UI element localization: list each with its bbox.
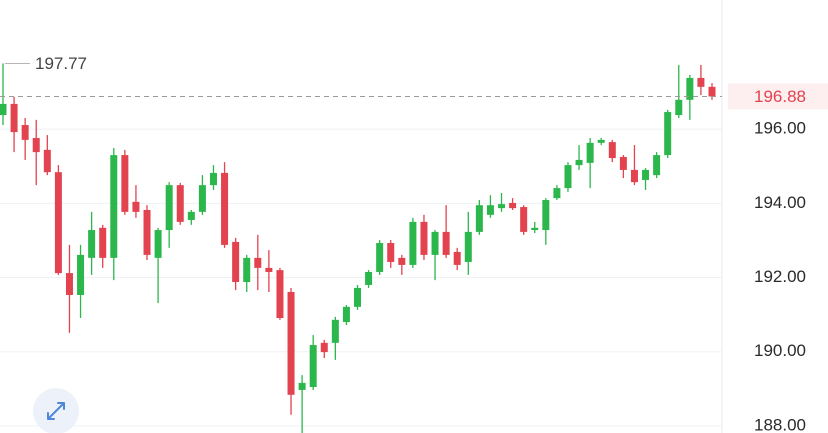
candle-body <box>110 155 118 258</box>
candle-body <box>265 267 273 272</box>
candle-body <box>21 125 29 140</box>
candle-body <box>708 86 716 97</box>
y-tick-label: 194.00 <box>754 193 806 212</box>
expand-icon[interactable] <box>47 402 65 420</box>
candle-body <box>575 159 583 166</box>
candle-body <box>354 287 361 307</box>
candle-body <box>154 230 162 258</box>
candle-body <box>309 345 317 387</box>
candle-body <box>0 103 7 116</box>
candle-body <box>287 292 295 395</box>
y-tick-label: 196.00 <box>754 119 806 138</box>
candle-body <box>486 205 494 215</box>
candle-body <box>99 227 107 258</box>
candle-body <box>686 77 694 100</box>
candle-body <box>10 103 18 133</box>
candle-body <box>431 231 439 255</box>
candle-body <box>697 77 705 87</box>
candle-body <box>642 169 650 180</box>
candle-body <box>198 185 206 212</box>
candle-body <box>542 199 550 231</box>
candle-body <box>630 169 638 183</box>
candle-body <box>54 172 62 274</box>
candle-body <box>475 205 483 232</box>
candle-body <box>32 138 40 153</box>
candle-body <box>65 273 73 295</box>
candle-body <box>420 221 428 255</box>
candle-body <box>553 188 561 199</box>
candle-body <box>298 382 306 390</box>
candle-body <box>209 172 217 186</box>
y-tick-label: 190.00 <box>754 341 806 360</box>
candle-body <box>165 185 173 231</box>
y-tick-label: 188.00 <box>754 415 806 433</box>
candle-body <box>509 202 517 209</box>
candle-body <box>664 112 672 156</box>
candle-body <box>232 241 240 282</box>
candle-body <box>453 251 461 265</box>
last-price-badge <box>728 83 828 110</box>
candle-body <box>498 204 506 209</box>
candle-body <box>597 139 605 143</box>
candle-body <box>121 155 129 212</box>
high-price-label: 197.77 <box>35 54 87 73</box>
candle-body <box>132 201 140 212</box>
candle-body <box>653 155 661 176</box>
candle-body <box>464 231 472 262</box>
candle-body <box>586 142 594 163</box>
candle-body <box>77 254 85 295</box>
candle-body <box>365 271 373 285</box>
candle-body <box>531 227 539 231</box>
candle-body <box>43 149 51 173</box>
candle-body <box>331 319 339 343</box>
candle-body <box>254 257 262 268</box>
candle-body <box>619 156 627 170</box>
candle-body <box>442 231 450 255</box>
candle-body <box>176 185 184 222</box>
candle-body <box>564 165 572 189</box>
candle-body <box>387 243 395 262</box>
y-tick-label: 192.00 <box>754 267 806 286</box>
candle-body <box>88 230 96 258</box>
candle-body <box>243 257 251 282</box>
candle-body <box>342 306 350 323</box>
candle-body <box>143 210 151 255</box>
expand-button[interactable] <box>33 388 79 433</box>
candle-body <box>520 207 528 232</box>
candle-body <box>608 142 616 159</box>
candle-body <box>276 270 284 318</box>
candle-body <box>675 99 683 116</box>
candle-body <box>221 172 229 245</box>
last-price-label: 196.88 <box>754 87 806 106</box>
candle-body <box>320 342 328 353</box>
candle-body <box>187 211 195 221</box>
candle-body <box>398 257 406 265</box>
candle-body <box>376 243 384 272</box>
candle-body <box>409 221 417 265</box>
